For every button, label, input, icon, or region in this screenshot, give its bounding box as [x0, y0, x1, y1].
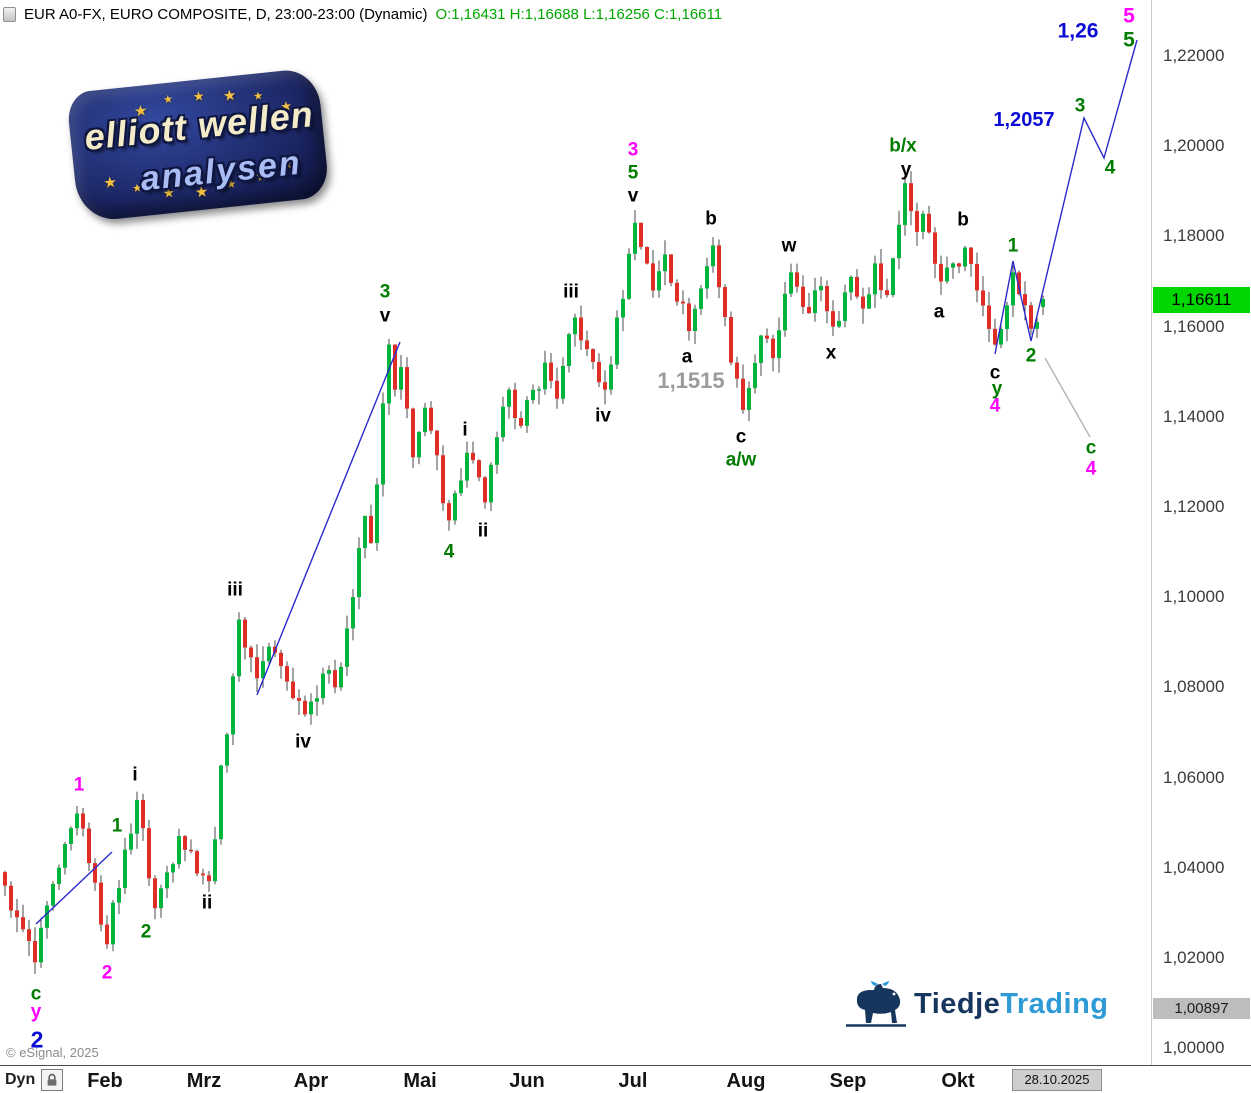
- trendline[interactable]: [256, 341, 401, 696]
- time-axis[interactable]: Dyn 28.10.2025 Feb Mrz Apr Mai Jun Jul Aug Sep O…: [0, 1065, 1251, 1093]
- chart-header: EUR A0-FX, EURO COMPOSITE, D, 23:00-23:0…: [3, 6, 722, 23]
- scale-mode-control[interactable]: Dyn: [5, 1069, 64, 1091]
- price-tick-label: 1,00000: [1163, 1038, 1225, 1057]
- projection-line[interactable]: [1044, 357, 1091, 438]
- ohlc-values: O:1,16431 H:1,16688 L:1,16256 C:1,16611: [435, 6, 723, 23]
- month-label: Mai: [403, 1070, 437, 1092]
- month-label: Sep: [829, 1070, 867, 1092]
- price-tick-label: 1,20000: [1163, 136, 1225, 156]
- brand-name: TiedjeTrading: [914, 988, 1109, 1021]
- month-label: Mrz: [186, 1070, 222, 1092]
- candlestick-series: [3, 169, 1045, 974]
- price-tick-label: 1,02000: [1163, 947, 1225, 967]
- price-tick-label: 1,12000: [1163, 496, 1225, 516]
- month-label: Feb: [87, 1070, 123, 1092]
- price-tick-label: 1,10000: [1163, 587, 1225, 607]
- price-tick-label: 1,04000: [1163, 857, 1225, 877]
- month-label: Okt: [941, 1070, 975, 1092]
- month-label: Apr: [293, 1070, 329, 1092]
- elliott-wellen-logo: ★ ★ ★ ★ ★ ★ ★ ★ ★ ★ ★ ★ ★ ★ ★ elliott wellen analysen: [64, 67, 334, 230]
- price-chart[interactable]: [0, 0, 1155, 1065]
- price-tick-label: 1,06000: [1163, 767, 1225, 787]
- chart-title: EUR A0-FX, EURO COMPOSITE, D, 23:00-23:0…: [24, 6, 428, 23]
- star-icon: ★: [162, 93, 174, 107]
- lock-icon[interactable]: [41, 1069, 64, 1091]
- bull-icon: [846, 981, 906, 1027]
- date-badge: 28.10.2025: [1012, 1069, 1102, 1091]
- esignal-copyright: © eSignal, 2025: [6, 1045, 99, 1060]
- month-label: Jun: [509, 1070, 545, 1092]
- price-tick-label: 1,08000: [1163, 677, 1225, 697]
- trendline[interactable]: [35, 851, 113, 925]
- brand-name-light: Trading: [1000, 988, 1109, 1020]
- projection-line[interactable]: [994, 39, 1138, 355]
- last-price-badge: 1,16611: [1153, 287, 1250, 313]
- star-icon: ★: [192, 88, 206, 105]
- month-label: Aug: [726, 1070, 766, 1092]
- price-tick-label: 1,22000: [1163, 46, 1225, 65]
- brand-name-bold: Tiedje: [914, 988, 1001, 1020]
- low-price-badge: 1,00897: [1153, 998, 1250, 1019]
- mode-label[interactable]: Dyn: [5, 1071, 36, 1088]
- tiedjetrading-logo: TiedjeTrading: [845, 981, 1109, 1028]
- price-tick-label: 1,16000: [1163, 316, 1225, 336]
- symbol-icon: [3, 7, 16, 22]
- price-tick-label: 1,18000: [1163, 226, 1225, 246]
- month-label: Jul: [618, 1070, 648, 1092]
- price-axis[interactable]: 1,16611 1,00897 1,22000 1,20000 1,18000 1,1…: [1151, 0, 1251, 1065]
- price-tick-label: 1,14000: [1163, 406, 1225, 426]
